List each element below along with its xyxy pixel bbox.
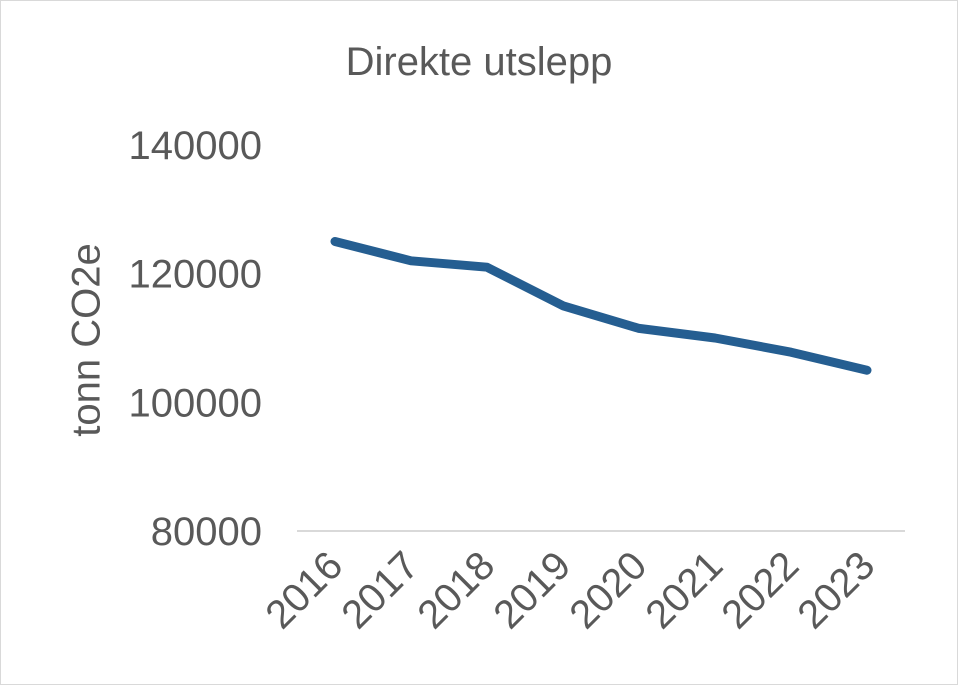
x-tick-label: 2022: [713, 543, 807, 637]
y-tick-label: 120000: [129, 253, 262, 297]
y-tick-label: 100000: [129, 381, 262, 425]
series-line: [330, 237, 872, 375]
x-tick-label: 2019: [485, 543, 579, 637]
x-tick-label: 2016: [257, 543, 351, 637]
x-tick-label: 2020: [561, 543, 655, 637]
x-tick-label: 2018: [409, 543, 503, 637]
x-tick-label: 2021: [637, 543, 731, 637]
x-tick-label: 2017: [333, 543, 427, 637]
y-tick-label: 80000: [151, 510, 262, 554]
x-tick-label: 2023: [789, 543, 883, 637]
y-tick-labels: 80000 100000 120000 140000: [129, 124, 262, 554]
series-layer: [330, 237, 872, 375]
y-tick-label: 140000: [129, 124, 262, 168]
chart-title: Direkte utslepp: [345, 40, 613, 84]
